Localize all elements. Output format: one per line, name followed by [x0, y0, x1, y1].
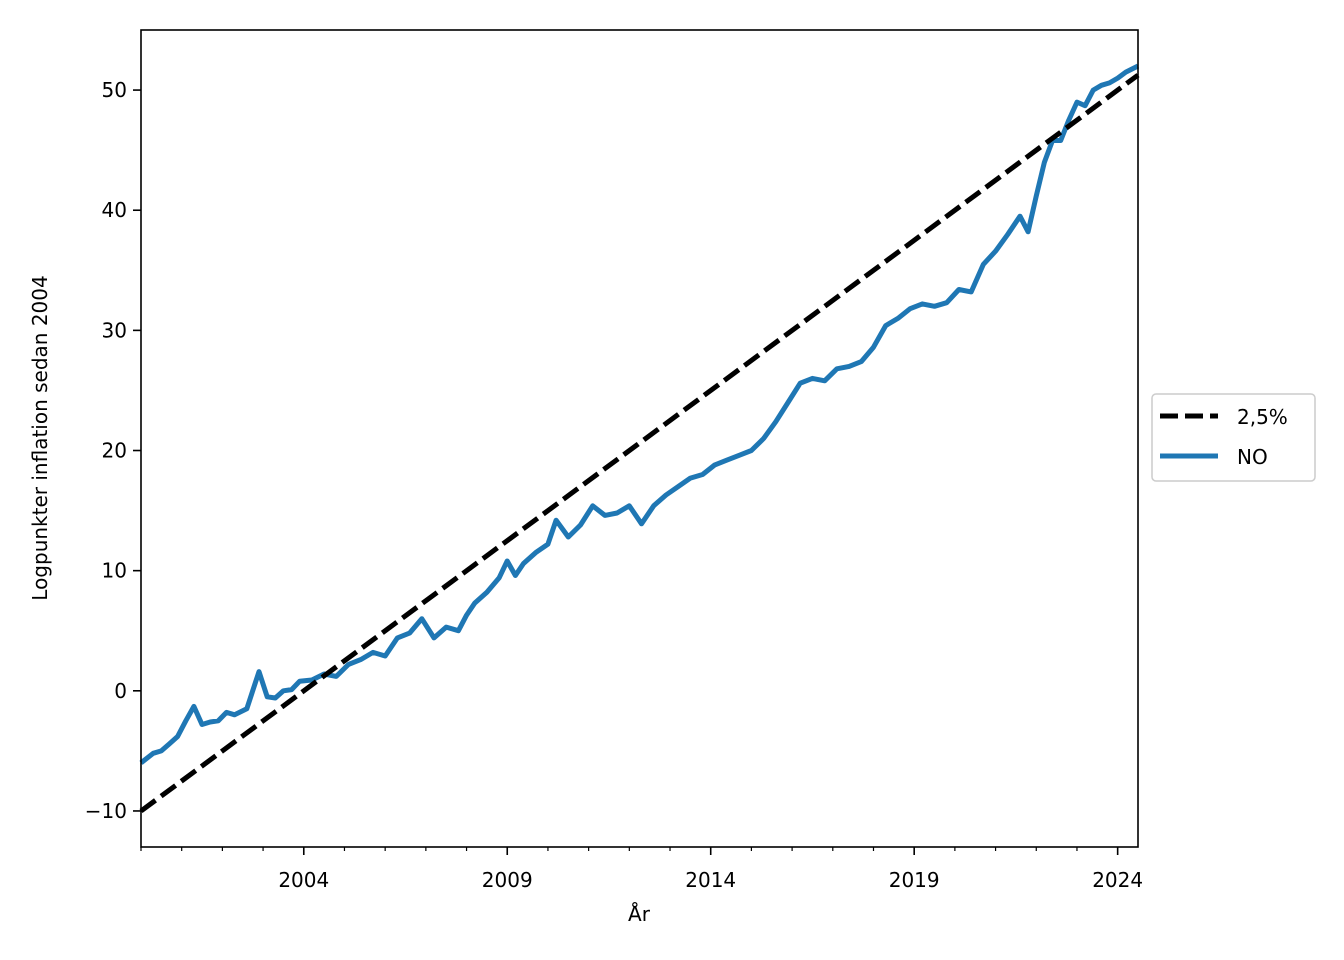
y-tick-label: 10 — [102, 559, 127, 583]
legend-label-target: 2,5% — [1237, 405, 1288, 429]
legend: 2,5% NO — [1151, 393, 1316, 482]
target-line-2-5-percent — [139, 73, 1140, 814]
plot-frame — [140, 29, 1139, 848]
series-line-no — [139, 63, 1140, 765]
y-axis-label: Logpunkter inflation sedan 2004 — [28, 275, 52, 600]
x-tick-label: 2019 — [889, 868, 940, 892]
x-tick-label: 2004 — [278, 868, 329, 892]
y-tick-label: 0 — [114, 679, 127, 703]
y-axis: −10 0 10 20 30 40 50 — [85, 78, 141, 823]
y-tick-label: 20 — [102, 439, 127, 463]
x-axis-label: År — [628, 902, 651, 926]
series-layer — [139, 63, 1140, 814]
legend-label-no: NO — [1237, 445, 1268, 469]
x-tick-label: 2014 — [685, 868, 736, 892]
x-axis: 2004 2009 2014 2019 2024 — [140, 847, 1143, 892]
y-tick-label: 30 — [102, 318, 127, 342]
y-tick-label: 50 — [102, 78, 127, 102]
x-tick-label: 2009 — [482, 868, 533, 892]
legend-box — [1151, 393, 1316, 482]
x-tick-label: 2024 — [1092, 868, 1143, 892]
y-tick-label: 40 — [102, 198, 127, 222]
y-tick-label: −10 — [85, 799, 127, 823]
